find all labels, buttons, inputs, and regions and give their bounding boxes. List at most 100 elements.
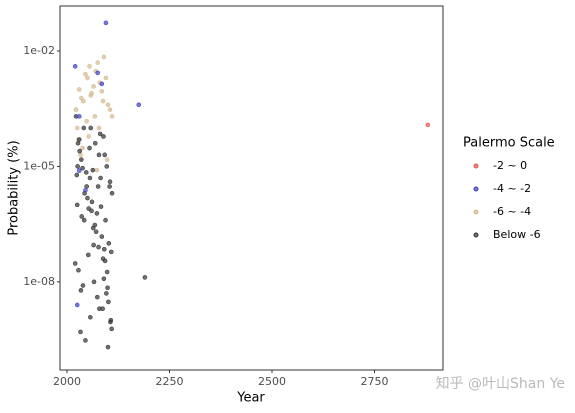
point <box>105 102 111 108</box>
point <box>98 204 104 209</box>
point <box>84 184 89 189</box>
point <box>92 114 98 119</box>
legend-marker <box>473 186 479 192</box>
point <box>78 288 84 293</box>
point <box>78 329 83 335</box>
point <box>87 145 92 151</box>
x-tick-label: 2750 <box>361 375 389 388</box>
point <box>104 291 109 296</box>
x-tick-label: 2000 <box>53 375 81 388</box>
point <box>104 164 110 169</box>
point <box>84 118 89 124</box>
y-axis-title: Probability (%) <box>7 140 22 235</box>
point <box>79 95 84 101</box>
point <box>78 152 83 158</box>
point <box>95 294 100 300</box>
point <box>74 302 80 308</box>
y-tick-label: 1e-05 <box>23 159 55 172</box>
point <box>103 20 109 26</box>
point <box>91 242 96 248</box>
point <box>101 276 107 282</box>
point <box>94 167 100 173</box>
point <box>79 214 85 219</box>
point <box>96 244 101 250</box>
point <box>99 234 105 239</box>
legend-label: -2 ~ 0 <box>493 159 527 172</box>
legend-label: Below -6 <box>493 228 541 241</box>
legend-label: -6 ~ -4 <box>493 205 531 218</box>
point <box>77 148 82 154</box>
point <box>95 184 101 189</box>
point <box>108 319 113 325</box>
point <box>72 261 78 266</box>
point <box>75 164 80 169</box>
point <box>85 75 90 81</box>
y-tick-label: 1e-02 <box>23 44 55 57</box>
legend-marker <box>473 163 479 169</box>
point <box>86 206 92 211</box>
point <box>102 152 107 158</box>
point <box>104 157 110 162</box>
point <box>88 125 94 131</box>
point <box>97 131 103 137</box>
point <box>94 211 100 216</box>
point <box>91 279 97 285</box>
point <box>72 64 78 69</box>
point <box>104 269 110 275</box>
point <box>75 140 81 146</box>
x-axis-title: Year <box>236 391 265 406</box>
point <box>107 179 113 185</box>
point <box>87 175 93 181</box>
point <box>93 229 99 235</box>
point <box>86 134 92 139</box>
point <box>92 140 98 146</box>
point <box>101 247 107 252</box>
x-tick-label: 2250 <box>155 375 183 388</box>
point <box>107 107 113 112</box>
point <box>95 70 101 76</box>
point <box>74 172 80 178</box>
point <box>96 125 102 131</box>
point <box>107 184 112 189</box>
point <box>425 122 431 128</box>
point <box>103 217 108 223</box>
plot-panel <box>59 5 444 371</box>
y-tick-label: 1e-08 <box>23 275 55 288</box>
point <box>97 306 102 312</box>
point <box>76 87 82 92</box>
point <box>99 88 105 94</box>
point <box>88 93 94 98</box>
point <box>80 165 85 171</box>
point <box>109 114 115 119</box>
point <box>91 84 96 89</box>
legend-title: Palermo Scale <box>463 136 555 151</box>
point <box>89 199 95 205</box>
point <box>76 137 82 142</box>
point <box>73 107 79 112</box>
point <box>80 283 86 288</box>
point <box>85 195 90 201</box>
point <box>109 191 115 196</box>
point <box>88 314 93 320</box>
point <box>136 102 142 108</box>
legend-marker <box>473 232 479 238</box>
point <box>83 187 88 193</box>
point <box>76 267 81 273</box>
point <box>99 81 105 87</box>
point <box>83 338 88 343</box>
point <box>98 175 103 181</box>
point <box>87 64 92 69</box>
point <box>83 170 89 175</box>
legend-label: -4 ~ -2 <box>493 182 531 195</box>
x-tick-label: 2500 <box>258 375 286 388</box>
point <box>92 222 98 228</box>
point <box>109 326 114 332</box>
point <box>106 299 111 305</box>
point <box>76 114 82 119</box>
point <box>108 249 114 255</box>
point <box>81 125 87 131</box>
point <box>106 241 112 246</box>
point <box>96 152 102 158</box>
point <box>102 258 108 264</box>
